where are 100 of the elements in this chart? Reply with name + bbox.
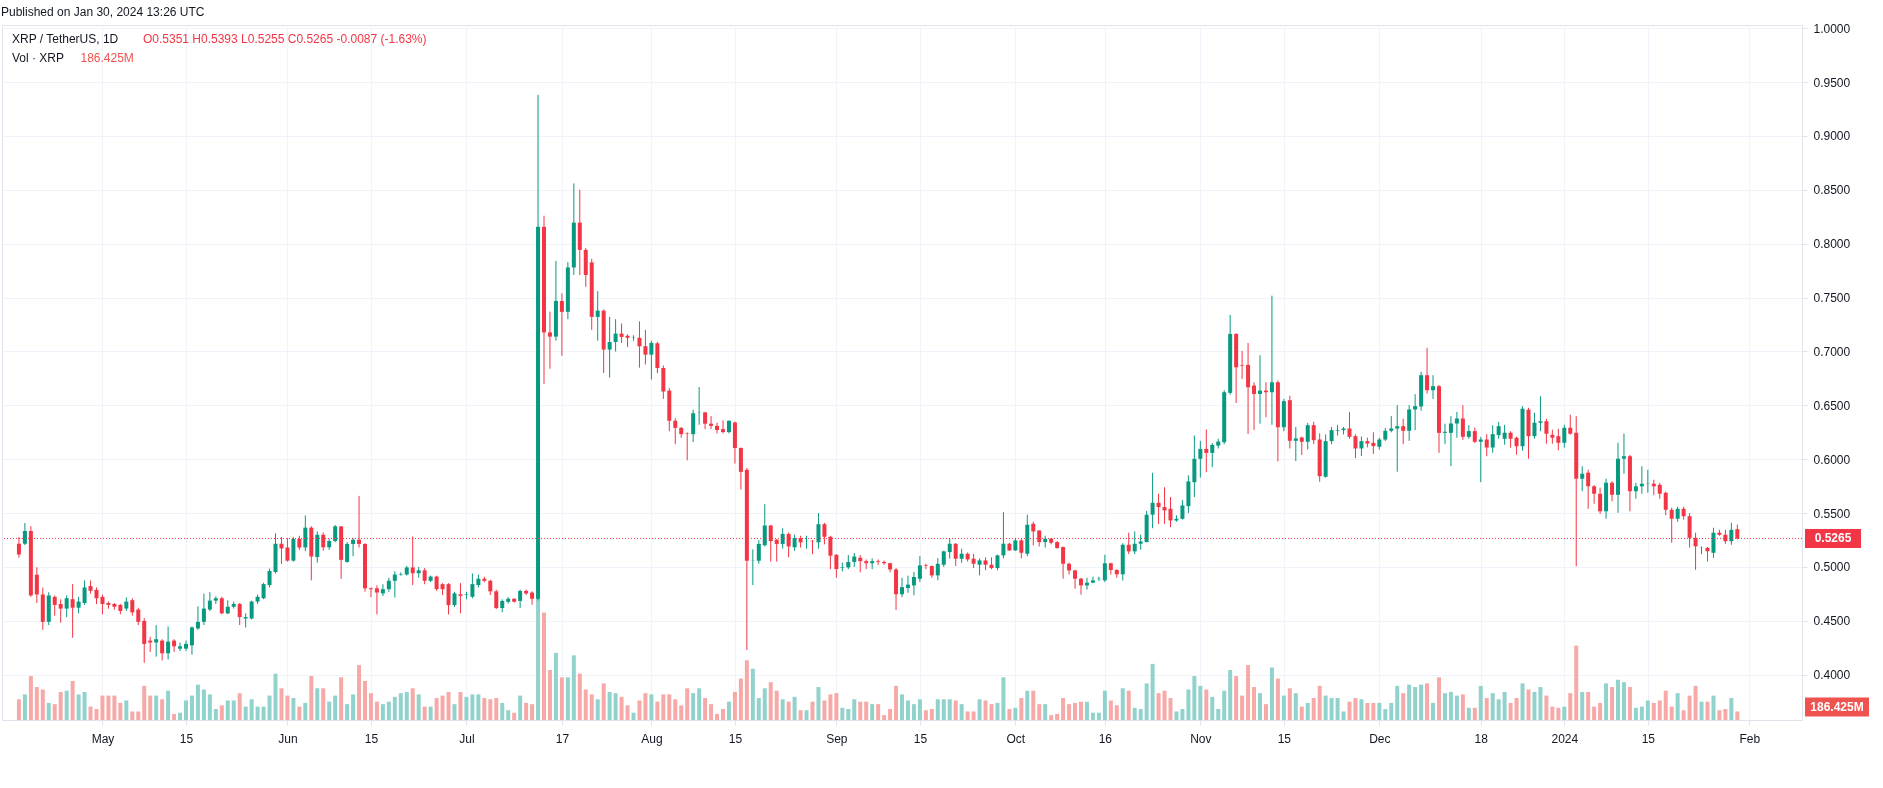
candlestick <box>673 417 678 445</box>
candlestick <box>1246 342 1251 435</box>
candlestick <box>189 625 194 656</box>
bar <box>333 695 338 720</box>
bar <box>947 699 952 720</box>
bar <box>804 710 809 720</box>
bar <box>1246 665 1251 720</box>
y-tick-label: 0.5500 <box>1813 506 1851 521</box>
bar <box>1377 702 1382 720</box>
candlestick <box>1556 428 1561 451</box>
bar <box>524 702 529 720</box>
candlestick <box>607 316 612 379</box>
bar <box>721 709 725 720</box>
bar <box>1425 683 1430 720</box>
candlestick <box>1562 424 1567 449</box>
x-tick-label: Jul <box>459 731 475 746</box>
bar <box>1096 712 1101 720</box>
bar <box>894 685 899 720</box>
bar <box>88 706 93 720</box>
candlestick <box>911 571 916 596</box>
bar <box>434 698 439 720</box>
bar <box>798 710 803 720</box>
bar <box>1198 685 1203 720</box>
bar <box>1329 698 1334 720</box>
bar <box>249 699 254 720</box>
bar <box>16 699 21 720</box>
bar <box>917 699 922 720</box>
bar <box>613 693 618 720</box>
candlestick <box>876 558 881 566</box>
candlestick <box>923 563 928 570</box>
bar <box>1729 698 1734 720</box>
bar <box>386 701 391 720</box>
bar <box>464 696 469 720</box>
bar <box>142 685 147 720</box>
bar <box>888 709 893 720</box>
candlestick <box>953 542 958 567</box>
bar <box>1645 700 1650 720</box>
bar <box>726 701 731 720</box>
x-tick-label: 17 <box>555 731 570 746</box>
bar <box>1269 667 1274 720</box>
bar <box>1335 698 1340 720</box>
bar <box>160 699 165 720</box>
bar <box>213 709 218 720</box>
candlestick <box>905 575 910 594</box>
candlestick <box>1210 442 1215 468</box>
x-tick-label: Oct <box>1006 731 1026 746</box>
bar <box>255 706 260 720</box>
bar <box>995 702 1000 720</box>
y-tick-label: 0.8500 <box>1813 183 1851 198</box>
bar <box>184 700 188 720</box>
bar <box>786 701 791 720</box>
candlestick <box>1168 496 1173 528</box>
bar <box>189 695 194 720</box>
bar <box>1323 695 1328 720</box>
y-tick-label: 0.9500 <box>1813 75 1851 90</box>
bar <box>989 704 994 720</box>
bar <box>1371 702 1376 720</box>
bar <box>267 695 272 720</box>
candlestick <box>691 409 696 443</box>
candlestick <box>1090 576 1095 584</box>
bar <box>553 652 558 720</box>
bar <box>1013 707 1018 720</box>
candlestick <box>58 598 63 624</box>
chart-title: Vol · XRP <box>12 51 65 65</box>
bar <box>64 690 69 720</box>
bar <box>76 694 81 720</box>
candlestick <box>392 570 397 599</box>
candlestick <box>816 512 821 550</box>
bar <box>1281 695 1286 720</box>
bar <box>482 698 487 720</box>
bar <box>1389 702 1394 720</box>
candlestick <box>1132 530 1137 555</box>
x-tick-label: 15 <box>728 731 743 746</box>
candlestick <box>1335 424 1340 437</box>
candlestick <box>738 446 743 490</box>
bar <box>273 673 278 720</box>
bar <box>738 678 743 720</box>
bar <box>1419 684 1424 720</box>
bar <box>1120 688 1125 720</box>
candlestick <box>1102 554 1107 583</box>
bar <box>1431 702 1436 720</box>
bar <box>518 695 523 720</box>
bar <box>1627 687 1632 720</box>
bar <box>368 693 373 720</box>
bar <box>309 676 314 720</box>
candlestick <box>715 422 720 434</box>
candlestick <box>291 536 296 563</box>
bar <box>1657 700 1662 720</box>
candlestick <box>184 640 188 652</box>
bar <box>58 691 63 720</box>
candlestick <box>1442 423 1447 445</box>
bar <box>374 701 379 720</box>
candlestick <box>1490 424 1495 454</box>
bar <box>166 690 171 720</box>
bar <box>1675 693 1680 720</box>
bar <box>1305 702 1310 720</box>
candlestick <box>900 577 904 598</box>
bar <box>404 691 409 720</box>
bar <box>1472 707 1477 720</box>
bar <box>1144 683 1149 720</box>
